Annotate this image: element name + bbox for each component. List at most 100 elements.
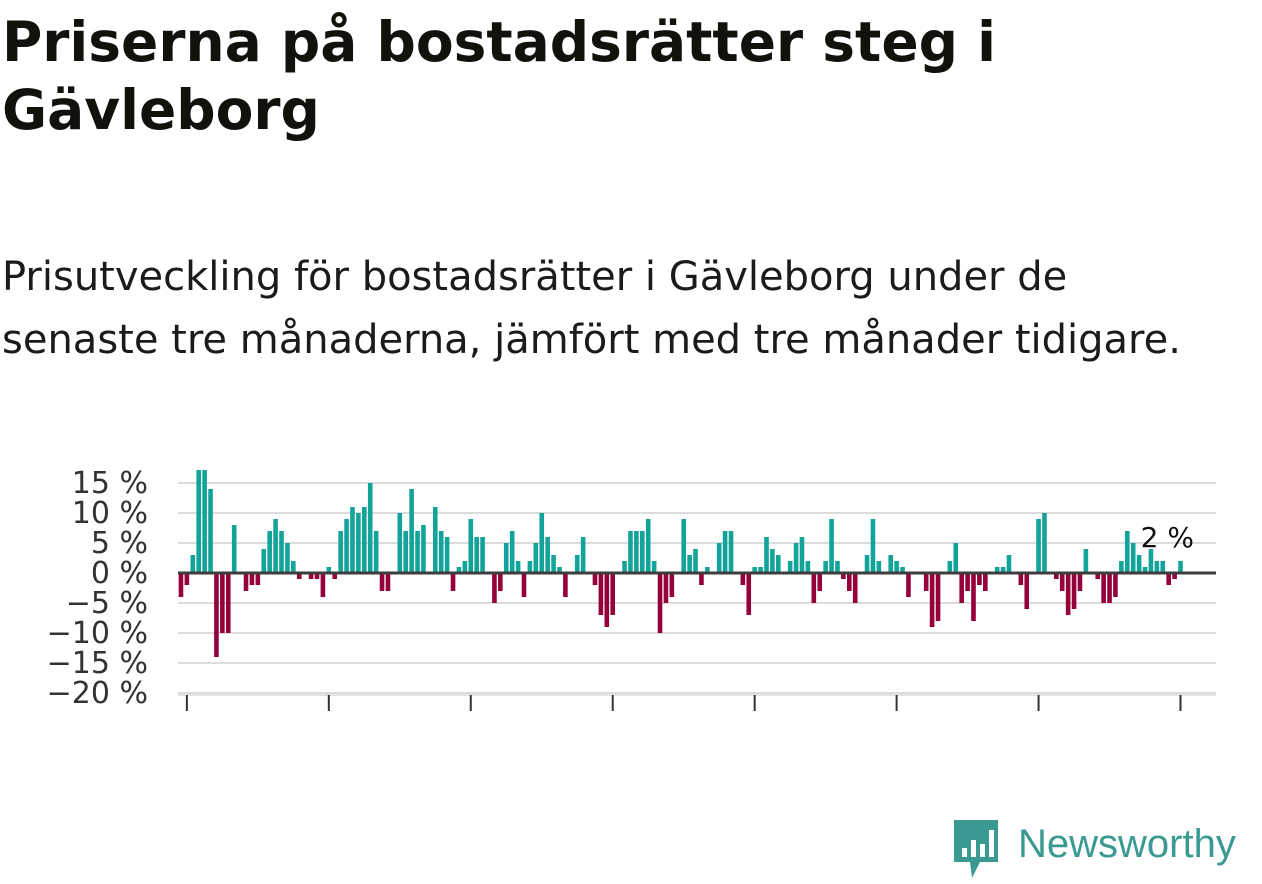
bar <box>225 573 231 633</box>
bar <box>527 561 533 573</box>
bar <box>651 561 657 573</box>
bar <box>722 531 728 573</box>
bar <box>746 573 752 615</box>
bar <box>533 543 539 573</box>
bar <box>817 573 823 591</box>
bar <box>326 567 332 573</box>
y-tick-label: 5 % <box>91 526 148 561</box>
bar <box>1000 567 1006 573</box>
bar <box>350 507 355 573</box>
bar <box>669 573 675 597</box>
bar <box>663 573 669 603</box>
bar <box>1065 573 1071 615</box>
bar <box>634 531 639 573</box>
bar <box>344 519 349 573</box>
bar-series <box>178 470 1183 657</box>
bar <box>758 567 763 573</box>
bar <box>1083 549 1089 573</box>
y-tick-label: 0 % <box>91 556 148 591</box>
bar <box>1042 513 1047 573</box>
bar <box>1154 561 1160 573</box>
bar <box>953 543 959 573</box>
bar <box>929 573 935 627</box>
bar <box>421 525 426 573</box>
x-tick-label: 2014 <box>287 716 371 720</box>
bar <box>202 470 207 573</box>
chart-title: Priserna på bostadsrätter steg i Gävlebo… <box>2 10 997 142</box>
bar <box>190 555 196 573</box>
bar <box>1024 573 1030 609</box>
bar <box>592 573 598 585</box>
bar-chart: 25 %20 %15 %10 %5 %0 %−5 %−10 %−15 %−20 … <box>47 470 1223 720</box>
bar <box>876 561 882 573</box>
y-tick-label: 20 % <box>72 470 148 471</box>
bar <box>438 531 444 573</box>
bar <box>823 561 828 573</box>
bar <box>196 470 201 573</box>
x-tick-label: 2012 <box>145 716 229 720</box>
bar <box>208 489 213 573</box>
bar <box>1018 573 1024 585</box>
bar <box>1101 573 1106 603</box>
x-tick-label: 2016 <box>429 716 513 720</box>
bar <box>947 561 953 573</box>
bar <box>415 531 420 573</box>
x-tick-label: 2026 <box>1139 716 1223 720</box>
newsworthy-logo-icon <box>954 820 998 878</box>
bar <box>787 561 793 573</box>
y-axis: 25 %20 %15 %10 %5 %0 %−5 %−10 %−15 %−20 … <box>47 470 148 711</box>
bar <box>657 573 663 633</box>
bar <box>574 555 580 573</box>
bar <box>338 531 343 573</box>
bar <box>385 573 391 591</box>
bar <box>776 555 781 573</box>
bar <box>628 531 633 573</box>
bar <box>373 531 379 573</box>
bar <box>409 489 414 573</box>
bar <box>261 549 267 573</box>
bar <box>1178 561 1183 573</box>
bar <box>770 549 775 573</box>
bar <box>793 543 799 573</box>
bar <box>971 573 976 621</box>
bar <box>285 543 290 573</box>
bar <box>539 513 545 573</box>
x-tick-label: 2018 <box>571 716 655 720</box>
bar <box>959 573 964 603</box>
x-tick-label: 2024 <box>997 716 1081 720</box>
bar <box>604 573 610 627</box>
bar <box>456 567 462 573</box>
bar <box>639 531 645 573</box>
bar <box>906 573 911 597</box>
bar <box>509 531 515 573</box>
bar <box>450 573 456 591</box>
bar <box>580 537 586 573</box>
bar <box>888 555 893 573</box>
brand-name: Newsworthy <box>1018 822 1236 866</box>
bar <box>462 561 468 573</box>
bar <box>403 531 409 573</box>
bar <box>367 483 373 573</box>
bar <box>1054 573 1059 579</box>
bar <box>178 573 184 597</box>
bar <box>829 519 834 573</box>
bar <box>1095 573 1101 579</box>
bar <box>468 519 474 573</box>
bar <box>1006 555 1012 573</box>
bar <box>870 519 876 573</box>
bar <box>622 561 627 573</box>
bar <box>645 519 651 573</box>
bar <box>243 573 249 591</box>
bar <box>681 519 686 573</box>
bar <box>474 537 479 573</box>
bar <box>362 507 367 573</box>
bar <box>965 573 970 591</box>
bar <box>935 573 941 621</box>
newsworthy-logo[interactable]: Newsworthy <box>950 818 1250 878</box>
bar <box>273 519 278 573</box>
bar <box>1172 573 1177 579</box>
bar <box>705 567 710 573</box>
bar <box>1136 555 1142 573</box>
bar <box>432 507 438 573</box>
bar <box>1166 573 1171 585</box>
